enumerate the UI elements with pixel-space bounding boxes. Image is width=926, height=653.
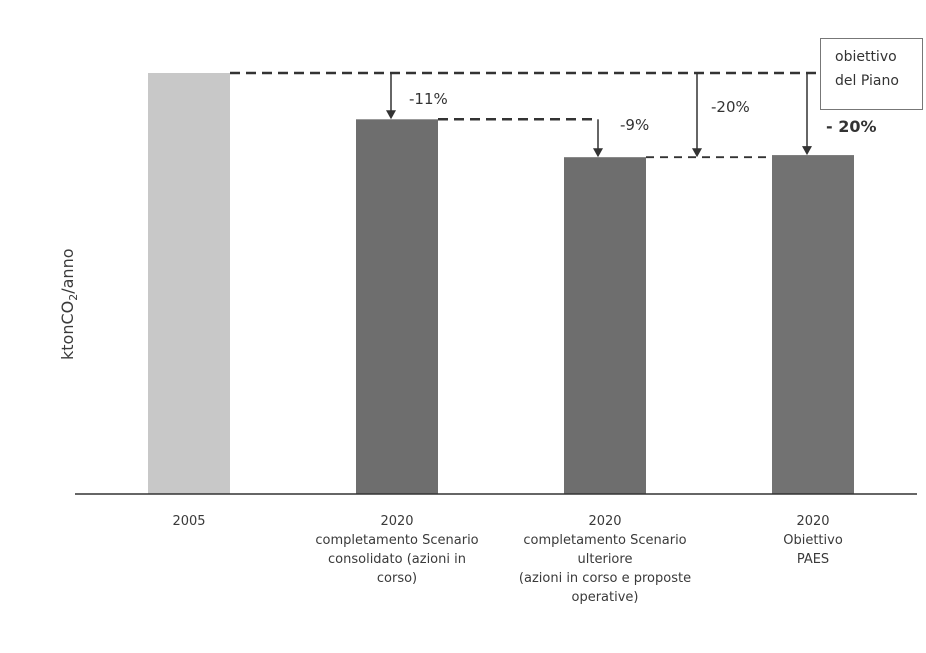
- bar-3: [772, 155, 854, 494]
- category-label-2: 2020 completamento Scenario ulteriore (a…: [518, 514, 692, 605]
- legend-line-1: obiettivo: [835, 49, 897, 65]
- arrow-11-head: [386, 110, 396, 120]
- annotation-minus-11: -11%: [409, 90, 448, 108]
- legend-box: obiettivo del Piano: [820, 38, 923, 110]
- legend-line-2: del Piano: [835, 73, 899, 89]
- annotation-minus-20: -20%: [711, 98, 750, 116]
- arrow-20-paes-head: [802, 146, 812, 156]
- y-axis-label: ktonCO2/anno: [58, 248, 81, 361]
- annotation-minus-9: -9%: [620, 116, 650, 134]
- category-label-1: 2020 completamento Scenario consolidato …: [315, 514, 479, 586]
- arrow-9-head: [593, 148, 603, 158]
- bar-2: [564, 157, 646, 494]
- arrow-20-head: [692, 148, 702, 158]
- reference-lines: [230, 71, 816, 159]
- category-label-3: 2020 Obiettivo PAES: [783, 514, 843, 567]
- category-label-0: 2005: [172, 514, 206, 529]
- bar-0: [148, 73, 230, 494]
- bars-group: [148, 73, 854, 494]
- bar-1: [356, 119, 438, 494]
- annotation-minus-20-paes: - 20%: [826, 117, 877, 136]
